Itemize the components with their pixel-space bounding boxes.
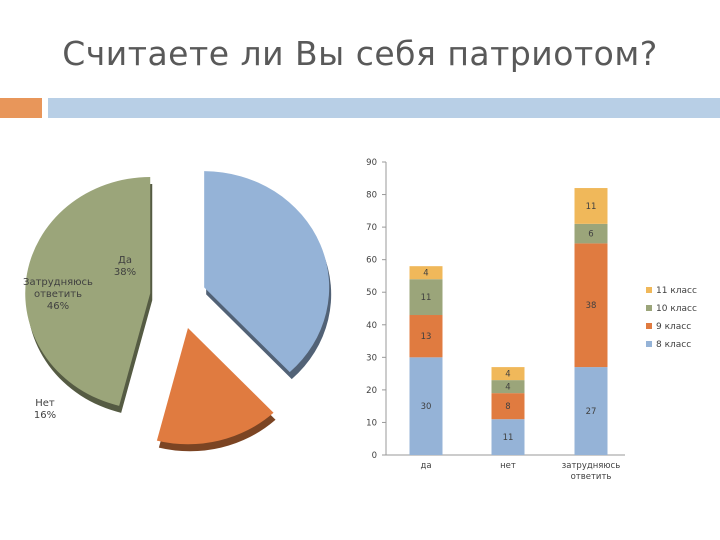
legend-swatch [646, 323, 652, 329]
bar-data-label: 30 [421, 402, 432, 412]
legend-item-8-класс: 8 класс [646, 340, 691, 350]
bar-data-label: 11 [586, 202, 597, 212]
bar-segment-9-класс [409, 315, 443, 358]
legend-item-10-класс: 10 класс [646, 304, 697, 314]
pie-slice-затрудняюсь-ответить [25, 176, 151, 406]
y-tick-label: 30 [366, 353, 377, 363]
accent-bar-orange [0, 98, 42, 118]
legend-swatch [646, 305, 652, 311]
bar-data-label: 4 [505, 383, 510, 393]
bar-segment-8-класс [491, 419, 525, 455]
stacked-bar-chart: 0 10 20 30 40 50 60 70 80 90 30 13 11 4 да 11 8 4 4 нет 27 38… [366, 158, 697, 482]
legend-swatch [646, 341, 652, 347]
bar-segment-10-класс [409, 279, 443, 316]
bar-data-label: 11 [503, 433, 514, 443]
bar-segment-8-класс [409, 357, 443, 455]
bar-segment-9-класс [574, 243, 608, 368]
pie-chart: Да 38% Нет 16% Затрудняюсь ответить 46% [23, 171, 332, 452]
y-tick-label: 10 [366, 418, 377, 428]
bar-data-label: 4 [505, 370, 510, 380]
legend-label: 8 класс [656, 340, 691, 350]
bar-segment-9-класс [491, 393, 525, 420]
accent-bar-blue [48, 98, 720, 118]
pie-label-затрудняюсь-ответить: Затрудняюсь ответить 46% [23, 277, 93, 312]
x-tick-label: затрудняюсь ответить [562, 461, 621, 482]
bar-data-label: 4 [423, 269, 428, 279]
bar-data-label: 8 [505, 402, 510, 412]
legend-label: 9 класс [656, 322, 691, 332]
y-tick-label: 90 [366, 158, 377, 168]
bar-data-label: 13 [421, 332, 432, 342]
x-tick-label: да [420, 461, 431, 471]
pie-label-нет: Нет 16% [34, 398, 56, 421]
legend-label: 10 класс [656, 304, 697, 314]
pie-slice-нет [156, 327, 274, 445]
bar-segment-8-класс [574, 367, 608, 455]
bar-data-label: 11 [421, 293, 432, 303]
legend-item-11-класс: 11 класс [646, 286, 697, 296]
y-tick-label: 40 [366, 321, 377, 331]
legend-label: 11 класс [656, 286, 697, 296]
legend-swatch [646, 287, 652, 293]
slide-title: Считаете ли Вы себя патриотом? [62, 34, 658, 73]
y-tick-label: 70 [366, 223, 377, 233]
bar-segment-11-класс [491, 367, 525, 381]
y-tick-label: 0 [372, 451, 377, 461]
bar-data-label: 6 [588, 230, 593, 240]
pie-label-да: Да 38% [114, 255, 136, 278]
y-tick-label: 80 [366, 191, 377, 201]
bar-data-label: 38 [586, 301, 597, 311]
bar-segment-11-класс [409, 266, 443, 280]
y-tick-label: 20 [366, 386, 377, 396]
bar-segment-10-класс [491, 380, 525, 394]
bar-segment-10-класс [574, 223, 608, 244]
pie-slice-да [204, 171, 330, 373]
bar-segment-11-класс [574, 188, 608, 224]
y-tick-label: 50 [366, 288, 377, 298]
y-tick-label: 60 [366, 256, 377, 266]
bar-data-label: 27 [586, 407, 597, 417]
legend-item-9-класс: 9 класс [646, 322, 691, 332]
x-tick-label: нет [500, 461, 516, 471]
